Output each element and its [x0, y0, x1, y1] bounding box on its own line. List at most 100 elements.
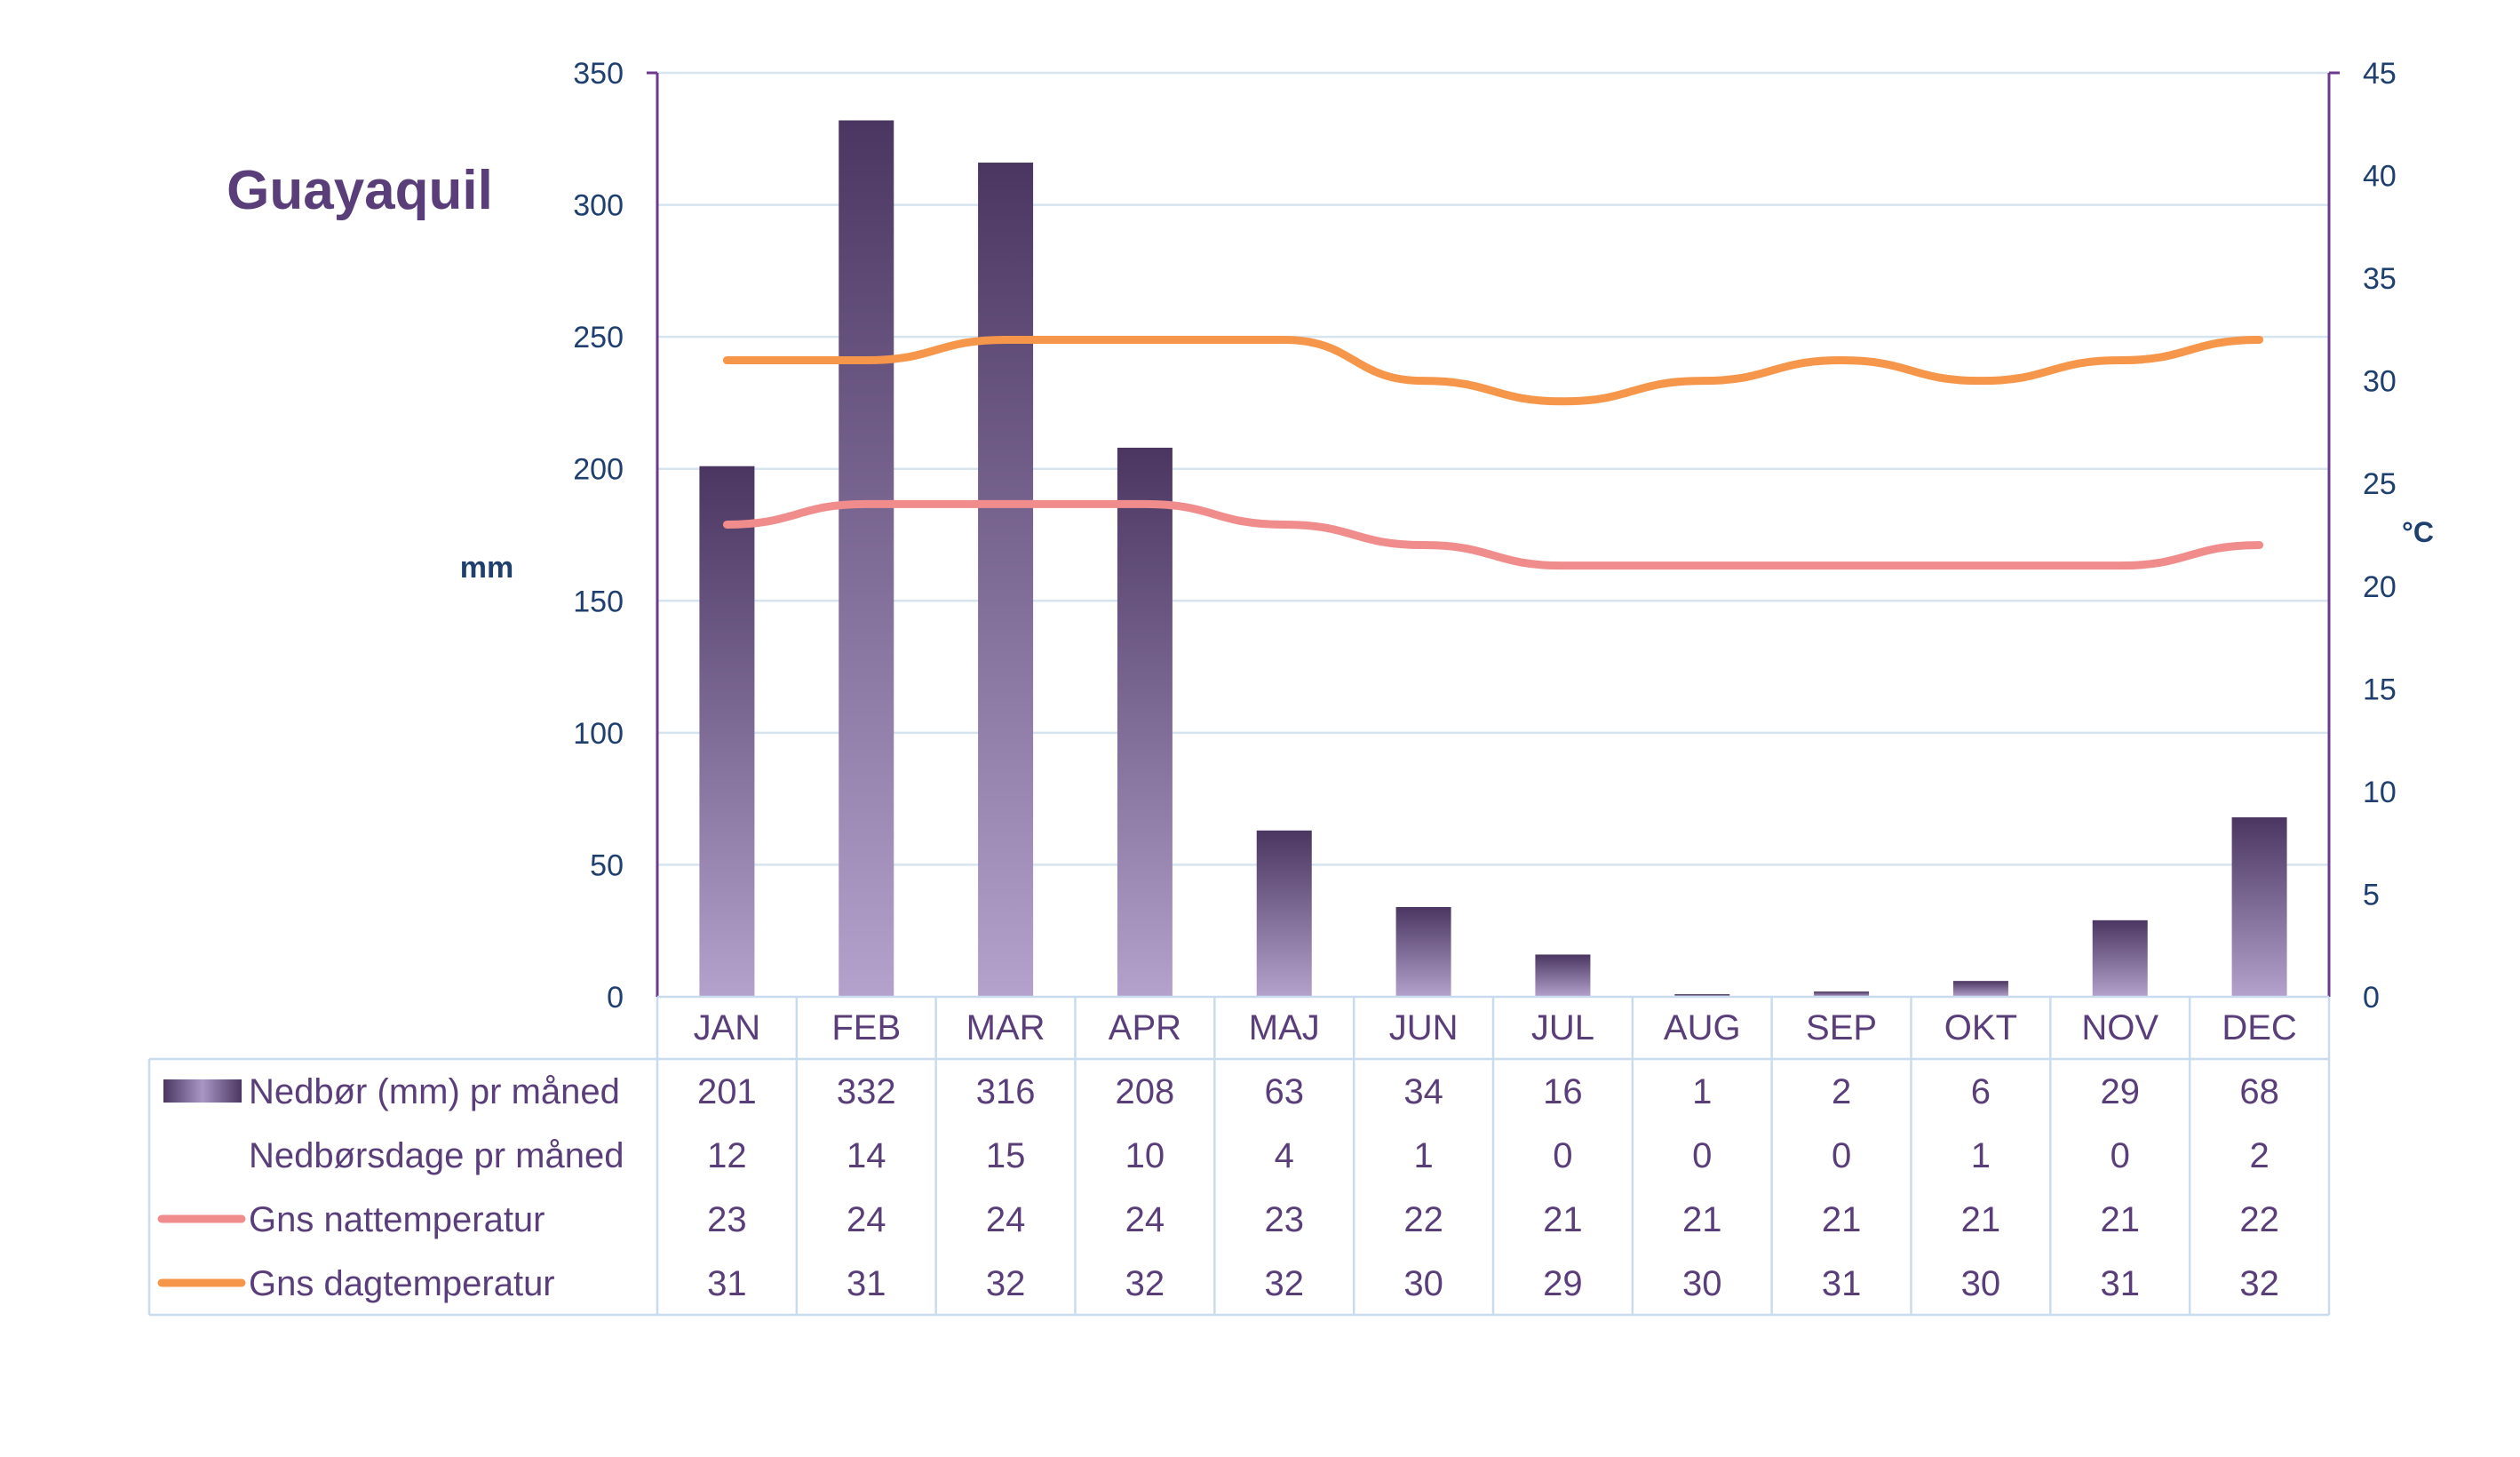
precipitation-bar [1952, 981, 2008, 997]
y-tick-right-label: 20 [2363, 570, 2397, 604]
table-row-label: Gns nattemperatur [249, 1200, 545, 1239]
precipitation-bar [978, 163, 1034, 997]
table-cell: 31 [847, 1264, 886, 1303]
table-cell: 32 [1125, 1264, 1165, 1303]
table-row-label: Nedbørsdage pr måned [249, 1136, 624, 1175]
y-tick-right-label: 25 [2363, 467, 2397, 501]
table-cell: 23 [707, 1200, 747, 1239]
y-tick-right-label: 35 [2363, 262, 2397, 296]
precipitation-bar [2092, 920, 2148, 997]
table-cell: 316 [976, 1072, 1036, 1111]
table-cell: 2 [1832, 1072, 1851, 1111]
y-tick-left-label: 100 [573, 717, 624, 751]
table-cell: 2 [2249, 1136, 2269, 1175]
table-cell: 21 [1822, 1200, 1862, 1239]
temperature-lines [722, 335, 2264, 570]
table-cell: 24 [847, 1200, 886, 1239]
table-cell: 14 [847, 1136, 886, 1175]
table-cell: 29 [1543, 1264, 1583, 1303]
y-tick-right-label: 10 [2363, 776, 2397, 809]
day-temperature-line [722, 335, 2264, 406]
y-tick-right-label: 0 [2363, 981, 2380, 1015]
y-tick-left-label: 200 [573, 453, 624, 487]
table-cell: 4 [1275, 1136, 1294, 1175]
table-cell: 0 [1553, 1136, 1572, 1175]
y-tick-left-label: 350 [573, 57, 624, 91]
table-cell: 6 [1971, 1072, 1991, 1111]
table-row-label: Gns dagtemperatur [249, 1264, 555, 1303]
y-tick-left-label: 150 [573, 585, 624, 618]
table-cell: 1 [1971, 1136, 1991, 1175]
x-tick-label: JUN [1389, 1008, 1459, 1047]
table-cell: 22 [2239, 1200, 2279, 1239]
y-axis-left-label: mm [460, 551, 513, 585]
table-cell: 63 [1265, 1072, 1305, 1111]
table-cell: 0 [1832, 1136, 1851, 1175]
table-cell: 201 [697, 1072, 757, 1111]
table-cell: 12 [707, 1136, 747, 1175]
table-cell: 30 [1961, 1264, 2001, 1303]
x-tick-label: MAJ [1249, 1008, 1320, 1047]
table-cell: 23 [1265, 1200, 1305, 1239]
x-tick-label: APR [1109, 1008, 1181, 1047]
precipitation-bar [839, 120, 894, 997]
x-tick-label: DEC [2222, 1008, 2296, 1047]
table-cell: 32 [986, 1264, 1026, 1303]
x-tick-label: NOV [2081, 1008, 2158, 1047]
precipitation-bar [1117, 447, 1173, 997]
table-cell: 21 [2101, 1200, 2141, 1239]
y-tick-right-label: 15 [2363, 673, 2397, 706]
x-tick-label: JAN [694, 1008, 761, 1047]
table-cell: 10 [1125, 1136, 1165, 1175]
x-tick-label: OKT [1944, 1008, 2017, 1047]
table-cell: 0 [2111, 1136, 2130, 1175]
table-cell: 1 [1692, 1072, 1712, 1111]
table-cell: 31 [1822, 1264, 1862, 1303]
x-tick-label: JUL [1531, 1008, 1594, 1047]
precipitation-bar [1535, 954, 1591, 997]
table-cell: 1 [1413, 1136, 1433, 1175]
precipitation-bars [699, 120, 2287, 997]
y-tick-right-label: 45 [2363, 57, 2397, 91]
y-tick-left-label: 300 [573, 189, 624, 223]
night-temperature-line [722, 499, 2264, 570]
y-axis-left-ticks: 0 50 100 150 200 250 300 350 [573, 57, 624, 1015]
table-cell: 22 [1403, 1200, 1443, 1239]
table-cell: 31 [707, 1264, 747, 1303]
table-cell: 32 [2239, 1264, 2279, 1303]
x-tick-label: AUG [1664, 1008, 1741, 1047]
x-tick-label: FEB [831, 1008, 901, 1047]
table-cell: 21 [1543, 1200, 1583, 1239]
y-axis-right-ticks: 0 5 10 15 20 25 30 35 40 45 [2363, 57, 2397, 1015]
table-cell: 21 [1961, 1200, 2001, 1239]
table-cell: 21 [1682, 1200, 1722, 1239]
table-cell: 24 [986, 1200, 1026, 1239]
table-cell: 34 [1403, 1072, 1443, 1111]
precipitation-bar [2231, 816, 2287, 997]
precipitation-bar [1256, 830, 1312, 997]
y-tick-left-label: 250 [573, 321, 624, 354]
table-cell: 32 [1265, 1264, 1305, 1303]
y-axis-right-label: °C [2402, 516, 2434, 548]
table-cell: 0 [1692, 1136, 1712, 1175]
axes [647, 71, 2340, 997]
x-tick-label: MAR [966, 1008, 1045, 1047]
table-cell: 68 [2239, 1072, 2279, 1111]
legend-key-precipitation [163, 1079, 242, 1103]
precipitation-bar [699, 466, 755, 997]
chart-title: Guayaquil [227, 160, 493, 221]
table-cell: 29 [2101, 1072, 2141, 1111]
data-table: JAN FEB MAR APR MAJ JUN JUL AUG SEP OKT NOV DEC Nedb… [147, 995, 2331, 1317]
table-cell: 16 [1543, 1072, 1583, 1111]
table-cell: 24 [1125, 1200, 1165, 1239]
x-tick-label: SEP [1806, 1008, 1877, 1047]
gridlines [657, 71, 2329, 866]
y-tick-right-label: 5 [2363, 878, 2380, 912]
y-tick-right-label: 30 [2363, 365, 2397, 399]
table-cell: 208 [1116, 1072, 1175, 1111]
precipitation-bar [1674, 994, 1730, 997]
y-tick-right-label: 40 [2363, 160, 2397, 194]
precipitation-bar [1814, 991, 1870, 997]
table-cell: 31 [2101, 1264, 2141, 1303]
